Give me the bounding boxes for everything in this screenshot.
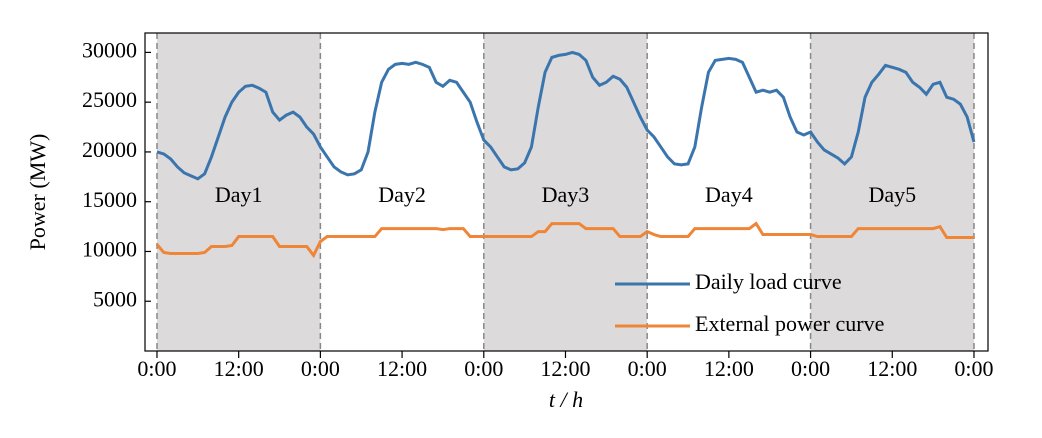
annotation: Day1 — [215, 182, 263, 207]
series-line — [155, 221, 974, 259]
x-tick-label: 0:00 — [954, 356, 993, 381]
x-tick-label: 12:00 — [214, 356, 264, 381]
shaded-span — [483, 33, 648, 351]
x-tick-label: 0:00 — [464, 356, 503, 381]
x-tick-label: 12:00 — [867, 356, 917, 381]
y-tick-label: 25000 — [82, 87, 137, 112]
annotation: Day3 — [542, 182, 590, 207]
plot-frame — [144, 32, 989, 352]
x-tick-label: 0:00 — [301, 356, 340, 381]
y-tick-label: 20000 — [82, 137, 137, 162]
y-tick-label: 15000 — [82, 187, 137, 212]
x-axis-label: t / h — [549, 387, 583, 412]
y-tick-label: 30000 — [82, 37, 137, 62]
y-axis-label: Power (MW) — [25, 134, 50, 251]
annotation: Day4 — [705, 182, 753, 207]
x-tick-label: 12:00 — [704, 356, 754, 381]
x-tick-label: 0:00 — [628, 356, 667, 381]
legend-label: Daily load curve — [695, 269, 842, 294]
y-tick-label: 5000 — [93, 286, 137, 311]
series-line — [156, 50, 976, 181]
annotation: Day2 — [378, 182, 426, 207]
annotation: Day5 — [868, 182, 916, 207]
legend-label: External power curve — [695, 311, 884, 336]
x-tick-label: 12:00 — [377, 356, 427, 381]
x-tick-label: 0:00 — [137, 356, 176, 381]
y-tick-label: 10000 — [82, 237, 137, 262]
x-tick-label: 12:00 — [540, 356, 590, 381]
shaded-span — [156, 33, 321, 351]
x-tick-label: 0:00 — [791, 356, 830, 381]
shaded-span — [810, 33, 974, 351]
